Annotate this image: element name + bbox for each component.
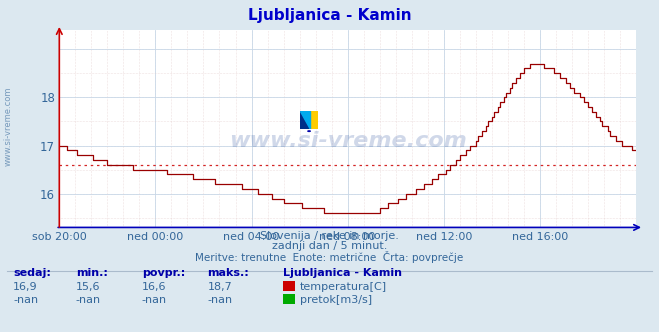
Text: maks.:: maks.: [208, 268, 249, 278]
Text: povpr.:: povpr.: [142, 268, 185, 278]
Text: sedaj:: sedaj: [13, 268, 51, 278]
Text: -nan: -nan [142, 295, 167, 305]
Text: min.:: min.: [76, 268, 107, 278]
Text: zadnji dan / 5 minut.: zadnji dan / 5 minut. [272, 241, 387, 251]
Text: 15,6: 15,6 [76, 282, 100, 291]
Text: Meritve: trenutne  Enote: metrične  Črta: povprečje: Meritve: trenutne Enote: metrične Črta: … [195, 251, 464, 263]
Text: Ljubljanica - Kamin: Ljubljanica - Kamin [283, 268, 403, 278]
Text: www.si-vreme.com: www.si-vreme.com [3, 86, 13, 166]
Text: Ljubljanica - Kamin: Ljubljanica - Kamin [248, 8, 411, 23]
Text: temperatura[C]: temperatura[C] [300, 282, 387, 291]
Polygon shape [310, 111, 318, 129]
Text: -nan: -nan [13, 295, 38, 305]
Text: 16,9: 16,9 [13, 282, 38, 291]
Text: 18,7: 18,7 [208, 282, 233, 291]
Text: 16,6: 16,6 [142, 282, 166, 291]
Text: -nan: -nan [76, 295, 101, 305]
Text: www.si-vreme.com: www.si-vreme.com [229, 130, 467, 150]
Text: pretok[m3/s]: pretok[m3/s] [300, 295, 372, 305]
Text: Slovenija / reke in morje.: Slovenija / reke in morje. [260, 231, 399, 241]
Polygon shape [300, 111, 310, 129]
Text: -nan: -nan [208, 295, 233, 305]
